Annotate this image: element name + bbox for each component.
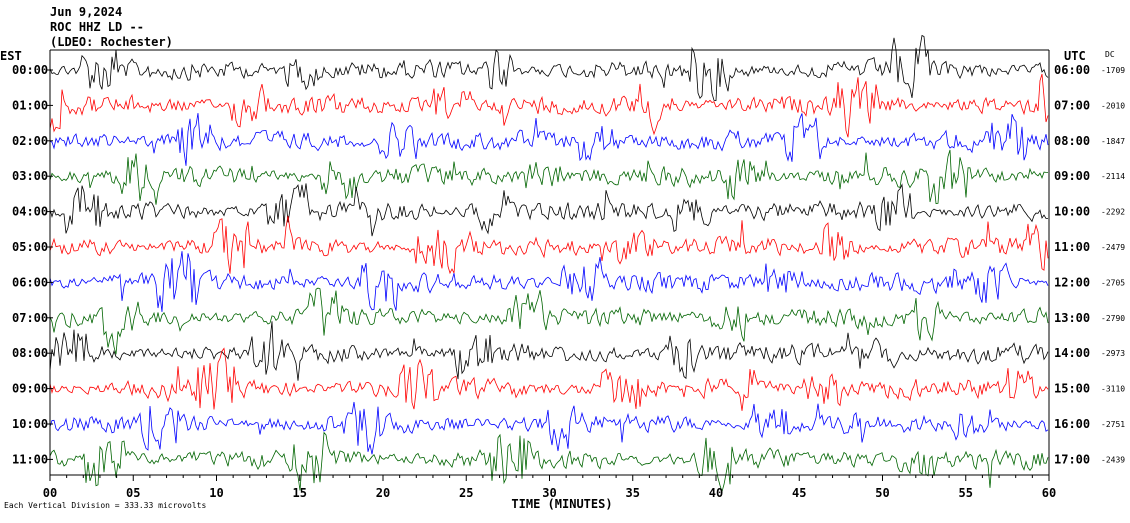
x-tick-label: 05 — [126, 486, 140, 500]
x-tick-label: 40 — [709, 486, 723, 500]
utc-hour-label: 10:00 — [1054, 205, 1090, 219]
utc-hour-label: 16:00 — [1054, 417, 1090, 431]
utc-hour-label: 12:00 — [1054, 275, 1090, 289]
x-tick-label: 30 — [542, 486, 556, 500]
dc-offset-value: -2114 — [1101, 172, 1125, 181]
dc-offset-value: -2751 — [1101, 420, 1125, 429]
x-tick-label: 00 — [43, 486, 57, 500]
seismic-trace — [49, 251, 1049, 312]
utc-hour-label: 08:00 — [1054, 134, 1090, 148]
x-tick-label: 25 — [459, 486, 473, 500]
seismic-trace — [49, 347, 1049, 411]
dc-offset-value: -2973 — [1101, 349, 1125, 358]
est-hour-label: 03:00 — [12, 169, 48, 183]
x-tick-label: 10 — [209, 486, 223, 500]
est-hour-label: 00:00 — [12, 63, 48, 77]
x-tick-label: 20 — [376, 486, 390, 500]
chart-date: Jun 9,2024 — [50, 5, 122, 19]
x-axis-label: TIME (MINUTES) — [511, 497, 612, 511]
x-tick-label: 45 — [792, 486, 806, 500]
station-code: ROC HHZ LD -- — [50, 20, 144, 34]
seismic-trace — [49, 321, 1049, 381]
est-hour-label: 07:00 — [12, 311, 48, 325]
utc-hour-label: 13:00 — [1054, 311, 1090, 325]
est-hour-label: 08:00 — [12, 346, 48, 360]
seismic-traces — [49, 34, 1049, 493]
row-labels: 00:00 06:00 -1709 01:00 07:00 -2010 02:00 08:00… — [12, 63, 1125, 466]
dc-offset-value: -2010 — [1101, 101, 1125, 110]
est-hour-label: 01:00 — [12, 98, 48, 112]
x-tick-label: 50 — [875, 486, 889, 500]
dc-offset-value: -2705 — [1101, 278, 1125, 287]
seismic-trace — [49, 431, 1049, 493]
seismic-trace — [49, 73, 1049, 138]
seismic-trace — [49, 401, 1049, 455]
station-network: (LDEO: Rochester) — [50, 35, 173, 49]
est-hour-label: 04:00 — [12, 205, 48, 219]
seismic-trace — [49, 215, 1049, 275]
seismic-trace — [49, 113, 1049, 166]
scale-note: Each Vertical Division = 333.33 microvol… — [4, 501, 206, 510]
x-tick-label: 15 — [293, 486, 307, 500]
est-hour-label: 02:00 — [12, 134, 48, 148]
dc-offset-value: -2439 — [1101, 455, 1125, 464]
utc-axis-title: UTC — [1064, 49, 1086, 63]
utc-hour-label: 06:00 — [1054, 63, 1090, 77]
dc-offset-value: -3110 — [1101, 385, 1125, 394]
dc-offset-value: -2790 — [1101, 314, 1125, 323]
est-hour-label: 09:00 — [12, 382, 48, 396]
utc-hour-label: 17:00 — [1054, 452, 1090, 466]
dc-offset-value: -2292 — [1101, 208, 1125, 217]
dc-offset-value: -1847 — [1101, 137, 1125, 146]
utc-hour-label: 07:00 — [1054, 98, 1090, 112]
seismic-trace — [49, 149, 1049, 205]
est-axis-title: EST — [0, 49, 22, 63]
dc-offset-value: -1709 — [1101, 66, 1125, 75]
dc-column-title: DC — [1105, 50, 1115, 59]
utc-hour-label: 15:00 — [1054, 382, 1090, 396]
x-axis-ticks: 00 05 10 15 20 25 30 35 40 45 50 55 60 — [43, 475, 1056, 500]
seismic-trace — [49, 183, 1049, 237]
seismic-trace — [49, 34, 1049, 101]
seismic-trace — [49, 287, 1049, 355]
utc-hour-label: 09:00 — [1054, 169, 1090, 183]
est-hour-label: 10:00 — [12, 417, 48, 431]
dc-offset-value: -2479 — [1101, 243, 1125, 252]
x-tick-label: 60 — [1042, 486, 1056, 500]
x-tick-label: 35 — [626, 486, 640, 500]
utc-hour-label: 11:00 — [1054, 240, 1090, 254]
est-hour-label: 11:00 — [12, 452, 48, 466]
est-hour-label: 06:00 — [12, 275, 48, 289]
x-tick-label: 55 — [959, 486, 973, 500]
est-hour-label: 05:00 — [12, 240, 48, 254]
utc-hour-label: 14:00 — [1054, 346, 1090, 360]
